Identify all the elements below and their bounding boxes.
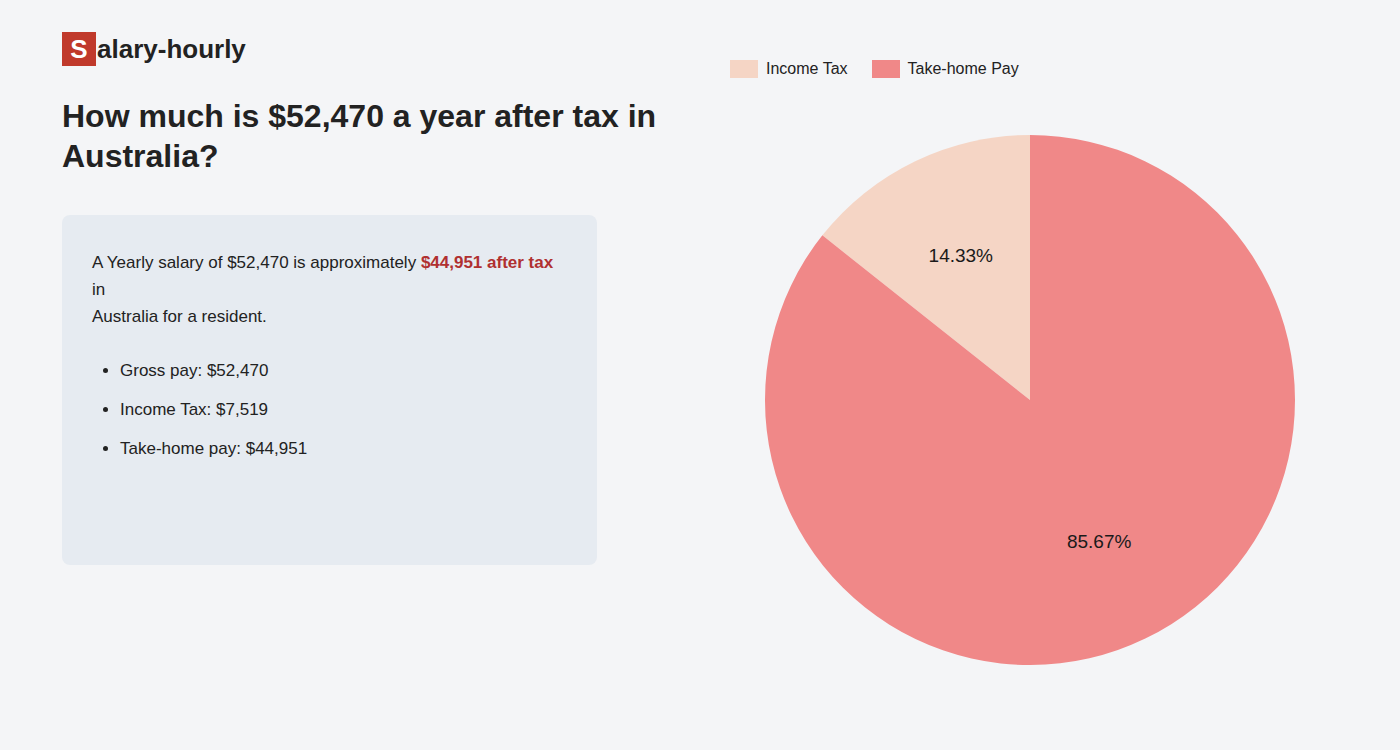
data-label: 85.67%	[1067, 531, 1132, 552]
data-labels: 14.33% 85.67%	[929, 245, 1132, 552]
legend-swatch	[872, 60, 900, 78]
bullet-item: Income Tax: $7,519	[120, 396, 567, 423]
logo: Salary-hourly	[62, 32, 246, 66]
logo-text: alary-hourly	[97, 34, 246, 65]
bullet-item: Gross pay: $52,470	[120, 357, 567, 384]
legend: Income Tax Take-home Pay	[730, 60, 1019, 78]
info-box: A Yearly salary of $52,470 is approximat…	[62, 215, 597, 565]
pie-chart: 14.33% 85.67%	[700, 0, 1400, 750]
info-highlight: $44,951 after tax	[421, 253, 553, 272]
slices	[765, 135, 1295, 665]
legend-label: Income Tax	[766, 60, 848, 78]
legend-item: Income Tax	[730, 60, 848, 78]
info-line: Australia for a resident.	[92, 303, 567, 330]
info-line: A Yearly salary of $52,470 is approximat…	[92, 249, 567, 303]
info-text: A Yearly salary of $52,470 is approximat…	[92, 253, 421, 272]
bullet-list: Gross pay: $52,470 Income Tax: $7,519 Take…	[92, 357, 567, 463]
legend-item: Take-home Pay	[872, 60, 1019, 78]
legend-label: Take-home Pay	[908, 60, 1019, 78]
title: How much is $52,470 a year after tax in …	[62, 96, 702, 176]
bullet-item: Take-home pay: $44,951	[120, 435, 567, 462]
data-label: 14.33%	[929, 245, 994, 266]
logo-mark: S	[62, 32, 96, 66]
legend-swatch	[730, 60, 758, 78]
pie-slice	[765, 135, 1295, 665]
